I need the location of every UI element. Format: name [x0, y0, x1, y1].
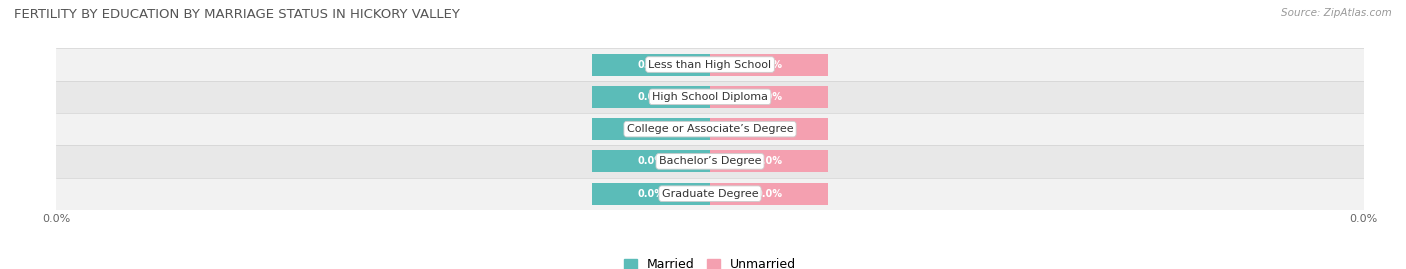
- Text: 0.0%: 0.0%: [755, 92, 782, 102]
- Bar: [592, 54, 710, 76]
- Text: Graduate Degree: Graduate Degree: [662, 189, 758, 199]
- Text: 0.0%: 0.0%: [638, 156, 665, 167]
- Bar: [710, 54, 828, 76]
- Bar: [710, 86, 828, 108]
- Text: 0.0%: 0.0%: [638, 59, 665, 70]
- Bar: [56, 81, 1364, 113]
- Text: 0.0%: 0.0%: [638, 189, 665, 199]
- Bar: [710, 118, 828, 140]
- Bar: [56, 48, 1364, 81]
- Text: 0.0%: 0.0%: [638, 92, 665, 102]
- Text: Less than High School: Less than High School: [648, 59, 772, 70]
- Bar: [56, 113, 1364, 145]
- Text: College or Associate’s Degree: College or Associate’s Degree: [627, 124, 793, 134]
- Legend: Married, Unmarried: Married, Unmarried: [619, 253, 801, 269]
- Bar: [592, 118, 710, 140]
- Text: 0.0%: 0.0%: [638, 124, 665, 134]
- Bar: [710, 150, 828, 172]
- Text: High School Diploma: High School Diploma: [652, 92, 768, 102]
- Bar: [56, 178, 1364, 210]
- Bar: [56, 145, 1364, 178]
- Text: FERTILITY BY EDUCATION BY MARRIAGE STATUS IN HICKORY VALLEY: FERTILITY BY EDUCATION BY MARRIAGE STATU…: [14, 8, 460, 21]
- Text: 0.0%: 0.0%: [755, 59, 782, 70]
- Text: 0.0%: 0.0%: [755, 189, 782, 199]
- Bar: [592, 86, 710, 108]
- Bar: [710, 183, 828, 205]
- Text: Bachelor’s Degree: Bachelor’s Degree: [659, 156, 761, 167]
- Text: 0.0%: 0.0%: [755, 156, 782, 167]
- Bar: [592, 150, 710, 172]
- Text: Source: ZipAtlas.com: Source: ZipAtlas.com: [1281, 8, 1392, 18]
- Text: 0.0%: 0.0%: [755, 124, 782, 134]
- Bar: [592, 183, 710, 205]
